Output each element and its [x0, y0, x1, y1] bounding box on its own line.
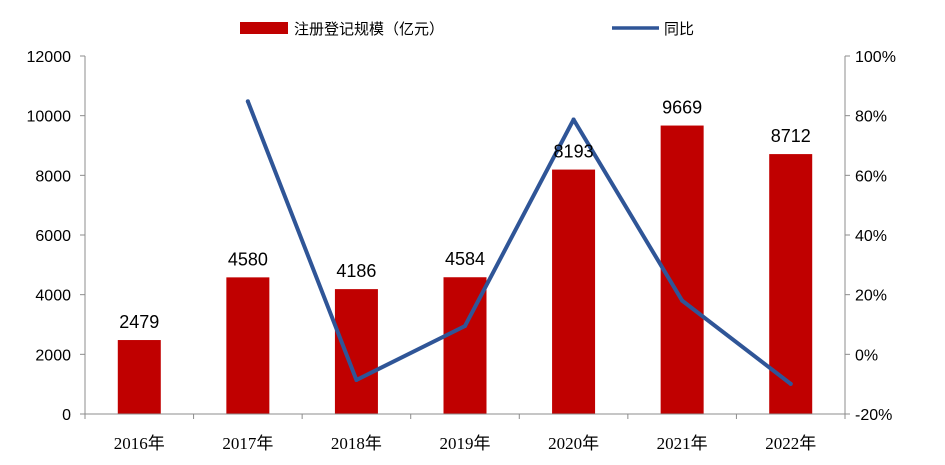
x-tick-label: 2016年 [114, 434, 165, 453]
bar-data-label: 4186 [336, 261, 376, 281]
y-left-tick-label: 10000 [27, 109, 72, 126]
bar-series [117, 125, 813, 415]
yoy-point-2019年 [463, 323, 467, 328]
bar-2021年 [660, 125, 704, 414]
y-left-tick-label: 12000 [27, 49, 72, 66]
bar-2017年 [226, 277, 270, 414]
yoy-point-2018年 [354, 377, 359, 382]
line-series [245, 99, 793, 386]
y-right-tick-label: 60% [855, 168, 887, 185]
yoy-point-2021年 [680, 298, 685, 303]
legend-swatch-bar [240, 22, 288, 34]
x-tick-label: 2022年 [765, 434, 816, 453]
bar-data-label: 9669 [662, 98, 702, 118]
bar-data-label: 4580 [228, 249, 268, 269]
y-right-tick-label: 0% [855, 347, 878, 364]
bar-data-label: 8193 [554, 142, 594, 162]
legend: 注册登记规模（亿元） 同比 [240, 20, 694, 38]
legend-label-bar: 注册登记规模（亿元） [294, 20, 444, 38]
x-tick-label: 2019年 [440, 434, 491, 453]
y-right-tick-label: 80% [855, 109, 887, 126]
yoy-point-2022年 [788, 381, 793, 386]
y-left-tick-label: 2000 [35, 347, 71, 364]
y-right-tick-label: 100% [855, 49, 896, 66]
bar-data-label: 2479 [119, 312, 159, 332]
y-right-tick-label: 20% [855, 288, 887, 305]
yoy-line [245, 99, 793, 386]
x-tick-label: 2017年 [222, 434, 273, 453]
bar-data-label: 4584 [445, 249, 485, 269]
y-left-tick-label: 6000 [35, 228, 71, 245]
y-left-tick-label: 8000 [35, 168, 71, 185]
y-left-tick-label: 4000 [35, 288, 71, 305]
data-labels: 2479 4580 4186 4584 8193 9669 8712 [119, 98, 810, 333]
y-left-tick-label: 0 [62, 407, 71, 424]
yoy-point-2017年 [245, 99, 250, 104]
x-tick-label: 2018年 [331, 434, 382, 453]
x-tick-label: 2020年 [548, 434, 599, 453]
axes: 0 2000 4000 6000 8000 10000 12000 -20% 0% 20% 40% 6… [27, 49, 896, 453]
bar-2018年 [334, 289, 378, 414]
y-right-tick-label: -20% [855, 407, 892, 424]
bar-2016年 [117, 340, 161, 414]
legend-label-line: 同比 [664, 20, 694, 38]
x-tick-label: 2021年 [657, 434, 708, 453]
bar-2022年 [769, 154, 813, 415]
bar-2020年 [552, 169, 596, 414]
yoy-point-2020年 [571, 117, 576, 122]
y-right-tick-label: 40% [855, 228, 887, 245]
bar-data-label: 8712 [771, 126, 811, 146]
